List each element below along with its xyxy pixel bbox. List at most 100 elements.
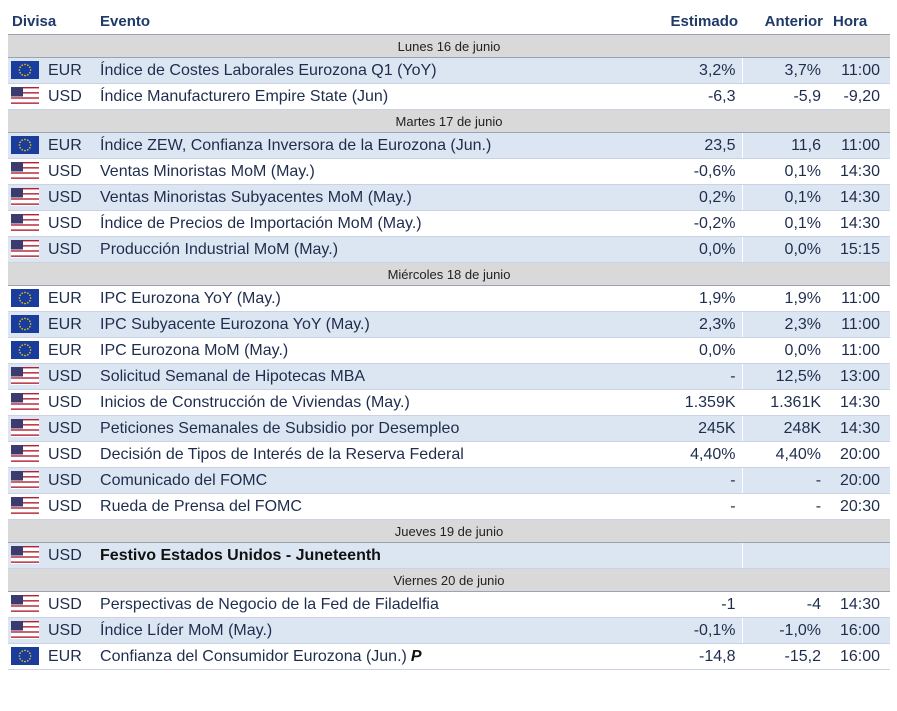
currency-code: EUR [46,337,97,364]
day-header-row: Jueves 19 de junio [8,519,891,543]
time-value: 11:00 [827,285,891,312]
event-row[interactable]: EUR Índice de Costes Laborales Eurozona Q… [8,57,891,84]
event-name-cell: IPC Eurozona YoY (May.) [96,285,657,312]
estimate-value: -0,1% [656,617,743,644]
estimate-value: 245K [656,415,743,442]
currency-code: EUR [46,643,97,670]
us-flag-icon [11,188,39,207]
event-name-cell: Índice ZEW, Confianza Inversora de la Eu… [96,132,657,159]
event-name-cell: Inicios de Construcción de Viviendas (Ma… [96,389,657,416]
event-row[interactable]: USD Festivo Estados Unidos - Juneteenth [8,542,891,569]
flag-cell [8,389,46,416]
event-row[interactable]: EUR IPC Eurozona YoY (May.) 1,9% 1,9% 11:00 [8,285,891,312]
us-flag-icon [11,546,39,565]
us-flag-icon [11,471,39,490]
time-value [827,542,891,569]
eu-flag-icon [11,341,39,360]
estimate-value: - [656,493,743,520]
previous-value: -1,0% [742,617,828,644]
event-name-cell: Índice Líder MoM (May.) [96,617,657,644]
us-flag-icon [11,240,39,259]
estimate-value: -1 [656,591,743,618]
event-name-cell: IPC Eurozona MoM (May.) [96,337,657,364]
currency-code: USD [46,363,97,390]
event-name: Confianza del Consumidor Eurozona (Jun.) [100,647,407,665]
event-row[interactable]: USD Peticiones Semanales de Subsidio por … [8,415,891,442]
currency-code: USD [46,467,97,494]
eu-flag-icon [11,61,39,80]
time-value: 20:00 [827,467,891,494]
event-row[interactable]: USD Índice Líder MoM (May.) -0,1% -1,0% 16:0… [8,617,891,644]
event-row[interactable]: USD Índice Manufacturero Empire State (Ju… [8,83,891,110]
currency-code: USD [46,158,97,185]
event-row[interactable]: USD Solicitud Semanal de Hipotecas MBA -12… [8,363,891,390]
estimate-value: -0,2% [656,210,743,237]
event-row[interactable]: EUR Confianza del Consumidor Eurozona (Ju… [8,643,891,670]
day-label: Miércoles 18 de junio [8,262,891,286]
previous-value: - [742,493,828,520]
us-flag-icon [11,497,39,516]
event-row[interactable]: EUR IPC Eurozona MoM (May.) 0,0% 0,0% 11:00 [8,337,891,364]
event-name: Rueda de Prensa del FOMC [100,497,302,515]
previous-value: 0,1% [742,210,828,237]
event-name: IPC Subyacente Eurozona YoY (May.) [100,315,370,333]
event-row[interactable]: USD Decisión de Tipos de Interés de la Re… [8,441,891,468]
event-name-cell: Ventas Minoristas Subyacentes MoM (May.) [96,184,657,211]
event-row[interactable]: USD Producción Industrial MoM (May.) 0,0% 0… [8,236,891,263]
estimate-value: 2,3% [656,311,743,338]
event-row[interactable]: USD Ventas Minoristas MoM (May.) -0,6% 0,1%… [8,158,891,185]
time-value: 20:00 [827,441,891,468]
previous-value: -15,2 [742,643,828,670]
event-name: Festivo Estados Unidos - Juneteenth [100,546,381,564]
header-row: Divisa Evento Estimado Anterior Hora [8,8,891,35]
event-name: IPC Eurozona MoM (May.) [100,341,289,359]
previous-value: 0,0% [742,236,828,263]
time-value: 14:30 [827,210,891,237]
event-name: Índice de Costes Laborales Eurozona Q1 (… [100,61,437,79]
previous-value: 3,7% [742,57,828,84]
event-name-cell: Producción Industrial MoM (May.) [96,236,657,263]
time-value: 13:00 [827,363,891,390]
estimate-value: 0,2% [656,184,743,211]
event-row[interactable]: USD Ventas Minoristas Subyacentes MoM (Ma… [8,184,891,211]
flag-cell [8,363,46,390]
time-value: 11:00 [827,132,891,159]
eu-flag-icon [11,136,39,155]
estimate-value: - [656,467,743,494]
event-name: Ventas Minoristas MoM (May.) [100,162,315,180]
event-row[interactable]: EUR Índice ZEW, Confianza Inversora de la… [8,132,891,159]
time-value: 11:00 [827,311,891,338]
event-row[interactable]: USD Índice de Precios de Importación MoM … [8,210,891,237]
flag-cell [8,57,46,84]
flag-cell [8,236,46,263]
time-value: 16:00 [827,643,891,670]
currency-code: USD [46,542,97,569]
event-row[interactable]: USD Inicios de Construcción de Viviendas … [8,389,891,416]
time-value: 14:30 [827,591,891,618]
event-name-cell: Rueda de Prensa del FOMC [96,493,657,520]
currency-code: USD [46,184,97,211]
event-row[interactable]: USD Comunicado del FOMC - -20:00 [8,467,891,494]
eu-flag-icon [11,315,39,334]
event-name: Índice ZEW, Confianza Inversora de la Eu… [100,136,492,154]
previous-value: 0,0% [742,337,828,364]
event-name-cell: Confianza del Consumidor Eurozona (Jun.)… [96,643,657,670]
previous-value: -4 [742,591,828,618]
preliminary-marker: P [410,647,422,665]
day-label: Martes 17 de junio [8,109,891,133]
event-row[interactable]: USD Perspectivas de Negocio de la Fed de … [8,591,891,618]
eu-flag-icon [11,647,39,666]
event-row[interactable]: USD Rueda de Prensa del FOMC - -20:30 [8,493,891,520]
previous-value: 1,9% [742,285,828,312]
us-flag-icon [11,419,39,438]
previous-value: 11,6 [742,132,828,159]
flag-cell [8,132,46,159]
time-value: 14:30 [827,184,891,211]
time-value: 14:30 [827,389,891,416]
us-flag-icon [11,621,39,640]
event-row[interactable]: EUR IPC Subyacente Eurozona YoY (May.) 2,3… [8,311,891,338]
time-value: 15:15 [827,236,891,263]
event-name: Ventas Minoristas Subyacentes MoM (May.) [100,188,412,206]
currency-code: EUR [46,311,97,338]
estimate-value: 4,40% [656,441,743,468]
